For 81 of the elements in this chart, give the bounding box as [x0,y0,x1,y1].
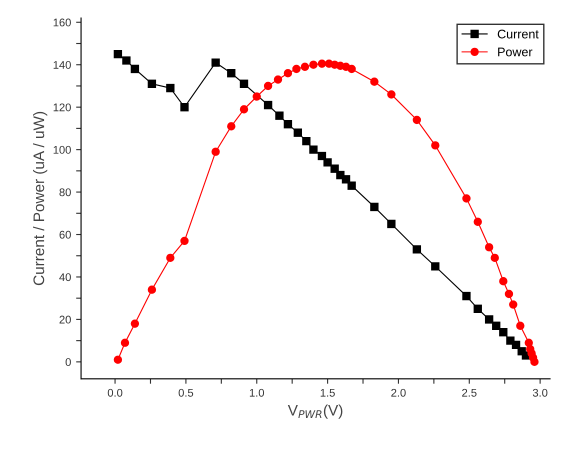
point [431,262,440,271]
point [509,300,518,309]
point [490,254,499,262]
x-tick-label: 0.0 [108,388,122,397]
x-tick-label: 1.0 [250,388,264,397]
point [530,358,539,366]
point [348,64,356,74]
point [342,175,350,184]
point [240,80,248,88]
x-tick-label: 2.5 [462,388,477,397]
point [499,277,508,286]
point [148,80,156,88]
point [387,90,396,99]
point [275,112,284,120]
point [227,122,236,130]
point [462,292,471,300]
point [330,164,339,173]
point [300,62,310,72]
point [348,182,356,190]
point [484,243,494,252]
point [309,145,318,154]
point [370,78,379,86]
point [264,82,272,90]
point [264,100,272,110]
y-tick-label: 0 [66,358,71,366]
y-tick-label: 100 [54,146,71,154]
y-tick-label: 160 [54,18,71,26]
point [462,194,471,203]
point [504,290,514,298]
y-tick-label: 120 [54,103,71,112]
point [148,286,156,294]
y-tick-label: 60 [60,230,71,239]
point [120,338,130,347]
point [284,120,292,128]
point [474,304,482,313]
point [431,141,440,150]
point [309,60,318,69]
point [294,128,302,137]
point [227,69,236,78]
point [499,328,508,336]
point [323,158,332,167]
x-tick-label: 0.5 [178,388,194,397]
point [252,92,261,101]
legend-label: Power [498,48,532,56]
point [387,220,396,228]
point [122,56,131,65]
point [166,84,174,92]
point [524,338,533,347]
y-tick-label: 140 [54,61,71,69]
point [114,50,122,58]
point [412,116,422,124]
point [180,236,189,246]
point [130,319,140,328]
point [318,60,326,68]
y-axis-title: Current / Power (uA / uW) [33,112,48,286]
point [211,58,220,67]
y-tick-label: 80 [59,188,71,196]
point [166,254,174,262]
y-tick-label: 20 [60,316,71,324]
y-tick-label: 40 [59,273,71,282]
x-tick-label: 1.5 [320,388,335,397]
point [492,322,500,330]
legend-label: Current [498,30,539,38]
point [114,356,122,364]
point [512,340,520,350]
point [284,69,292,78]
point [274,75,282,84]
point [180,103,189,112]
point [412,245,422,254]
point [370,202,379,212]
point [484,315,494,324]
point [211,148,220,156]
x-axis-title: V$_{PWR}$(V) [288,404,342,419]
point [130,64,140,74]
x-tick-label: 3.0 [532,388,548,397]
x-tick-label: 2.0 [391,388,406,397]
point [240,105,248,114]
point [474,218,482,226]
point [302,136,311,146]
point [292,64,301,74]
point [516,322,524,330]
